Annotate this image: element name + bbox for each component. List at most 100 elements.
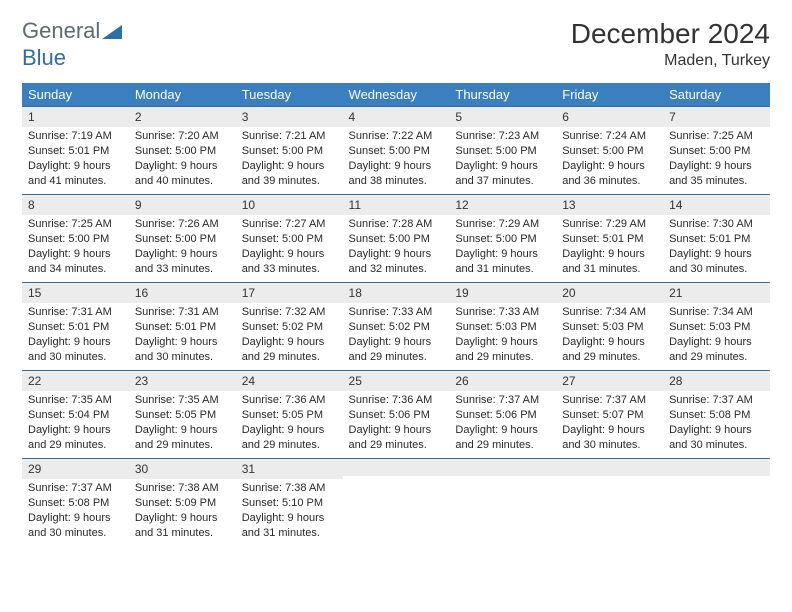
day-number: 3: [236, 106, 343, 127]
location-label: Maden, Turkey: [571, 52, 770, 70]
calendar-cell: 30Sunrise: 7:38 AMSunset: 5:09 PMDayligh…: [129, 458, 236, 546]
sunrise-text: Sunrise: 7:34 AM: [562, 305, 657, 320]
daylight-text: Daylight: 9 hours and 29 minutes.: [28, 423, 123, 453]
calendar-cell: 24Sunrise: 7:36 AMSunset: 5:05 PMDayligh…: [236, 370, 343, 458]
day-number: 28: [663, 370, 770, 391]
daylight-text: Daylight: 9 hours and 33 minutes.: [242, 247, 337, 277]
brand-word2: Blue: [22, 45, 66, 70]
brand-word1: General: [22, 18, 100, 43]
daylight-text: Daylight: 9 hours and 32 minutes.: [349, 247, 444, 277]
day-details: Sunrise: 7:36 AMSunset: 5:05 PMDaylight:…: [236, 391, 343, 456]
day-number: 9: [129, 194, 236, 215]
sunrise-text: Sunrise: 7:33 AM: [349, 305, 444, 320]
day-details: Sunrise: 7:33 AMSunset: 5:03 PMDaylight:…: [449, 303, 556, 368]
sunset-text: Sunset: 5:00 PM: [242, 232, 337, 247]
daylight-text: Daylight: 9 hours and 41 minutes.: [28, 159, 123, 189]
daylight-text: Daylight: 9 hours and 31 minutes.: [242, 511, 337, 541]
daylight-text: Daylight: 9 hours and 29 minutes.: [135, 423, 230, 453]
sunrise-text: Sunrise: 7:29 AM: [455, 217, 550, 232]
sunrise-text: Sunrise: 7:30 AM: [669, 217, 764, 232]
sunset-text: Sunset: 5:03 PM: [669, 320, 764, 335]
day-details: Sunrise: 7:23 AMSunset: 5:00 PMDaylight:…: [449, 127, 556, 192]
sunrise-text: Sunrise: 7:31 AM: [135, 305, 230, 320]
day-number: 23: [129, 370, 236, 391]
calendar-week-row: 8Sunrise: 7:25 AMSunset: 5:00 PMDaylight…: [22, 194, 770, 282]
daylight-text: Daylight: 9 hours and 30 minutes.: [669, 247, 764, 277]
sunset-text: Sunset: 5:05 PM: [135, 408, 230, 423]
weekday-header: Friday: [556, 83, 663, 106]
calendar-cell: 6Sunrise: 7:24 AMSunset: 5:00 PMDaylight…: [556, 106, 663, 194]
calendar-cell: [343, 458, 450, 546]
day-details: Sunrise: 7:19 AMSunset: 5:01 PMDaylight:…: [22, 127, 129, 192]
sunrise-text: Sunrise: 7:35 AM: [135, 393, 230, 408]
sunset-text: Sunset: 5:08 PM: [28, 496, 123, 511]
sunrise-text: Sunrise: 7:38 AM: [135, 481, 230, 496]
daylight-text: Daylight: 9 hours and 38 minutes.: [349, 159, 444, 189]
day-number: 31: [236, 458, 343, 479]
day-number: 15: [22, 282, 129, 303]
sunrise-text: Sunrise: 7:22 AM: [349, 129, 444, 144]
day-number: 14: [663, 194, 770, 215]
calendar-cell: 25Sunrise: 7:36 AMSunset: 5:06 PMDayligh…: [343, 370, 450, 458]
sunrise-text: Sunrise: 7:21 AM: [242, 129, 337, 144]
sunrise-text: Sunrise: 7:27 AM: [242, 217, 337, 232]
calendar-cell: 16Sunrise: 7:31 AMSunset: 5:01 PMDayligh…: [129, 282, 236, 370]
day-details: Sunrise: 7:27 AMSunset: 5:00 PMDaylight:…: [236, 215, 343, 280]
sunrise-text: Sunrise: 7:26 AM: [135, 217, 230, 232]
day-details: Sunrise: 7:38 AMSunset: 5:09 PMDaylight:…: [129, 479, 236, 544]
sunset-text: Sunset: 5:05 PM: [242, 408, 337, 423]
day-details: Sunrise: 7:26 AMSunset: 5:00 PMDaylight:…: [129, 215, 236, 280]
calendar-cell: 20Sunrise: 7:34 AMSunset: 5:03 PMDayligh…: [556, 282, 663, 370]
day-number: 18: [343, 282, 450, 303]
calendar-body: 1Sunrise: 7:19 AMSunset: 5:01 PMDaylight…: [22, 106, 770, 546]
sunset-text: Sunset: 5:00 PM: [28, 232, 123, 247]
sunset-text: Sunset: 5:02 PM: [349, 320, 444, 335]
sunset-text: Sunset: 5:00 PM: [135, 144, 230, 159]
day-details: Sunrise: 7:25 AMSunset: 5:00 PMDaylight:…: [663, 127, 770, 192]
day-details: Sunrise: 7:35 AMSunset: 5:05 PMDaylight:…: [129, 391, 236, 456]
sunset-text: Sunset: 5:03 PM: [562, 320, 657, 335]
day-details-empty: [663, 476, 770, 482]
daylight-text: Daylight: 9 hours and 29 minutes.: [349, 423, 444, 453]
sunrise-text: Sunrise: 7:31 AM: [28, 305, 123, 320]
daylight-text: Daylight: 9 hours and 35 minutes.: [669, 159, 764, 189]
day-number: 24: [236, 370, 343, 391]
day-details: Sunrise: 7:22 AMSunset: 5:00 PMDaylight:…: [343, 127, 450, 192]
sunrise-text: Sunrise: 7:25 AM: [669, 129, 764, 144]
sunset-text: Sunset: 5:10 PM: [242, 496, 337, 511]
daylight-text: Daylight: 9 hours and 29 minutes.: [242, 335, 337, 365]
sunrise-text: Sunrise: 7:35 AM: [28, 393, 123, 408]
weekday-header: Thursday: [449, 83, 556, 106]
calendar-cell: 9Sunrise: 7:26 AMSunset: 5:00 PMDaylight…: [129, 194, 236, 282]
day-details: Sunrise: 7:37 AMSunset: 5:08 PMDaylight:…: [663, 391, 770, 456]
daylight-text: Daylight: 9 hours and 29 minutes.: [455, 335, 550, 365]
day-details: Sunrise: 7:21 AMSunset: 5:00 PMDaylight:…: [236, 127, 343, 192]
day-number-empty: [449, 458, 556, 476]
calendar-cell: 4Sunrise: 7:22 AMSunset: 5:00 PMDaylight…: [343, 106, 450, 194]
calendar-cell: 3Sunrise: 7:21 AMSunset: 5:00 PMDaylight…: [236, 106, 343, 194]
daylight-text: Daylight: 9 hours and 29 minutes.: [455, 423, 550, 453]
day-number: 2: [129, 106, 236, 127]
calendar-cell: 26Sunrise: 7:37 AMSunset: 5:06 PMDayligh…: [449, 370, 556, 458]
day-number: 4: [343, 106, 450, 127]
day-details: Sunrise: 7:25 AMSunset: 5:00 PMDaylight:…: [22, 215, 129, 280]
day-number: 7: [663, 106, 770, 127]
brand-text: General Blue: [22, 18, 122, 71]
calendar-cell: 1Sunrise: 7:19 AMSunset: 5:01 PMDaylight…: [22, 106, 129, 194]
sunset-text: Sunset: 5:00 PM: [349, 232, 444, 247]
sunset-text: Sunset: 5:00 PM: [349, 144, 444, 159]
daylight-text: Daylight: 9 hours and 29 minutes.: [349, 335, 444, 365]
day-number: 11: [343, 194, 450, 215]
sunset-text: Sunset: 5:08 PM: [669, 408, 764, 423]
day-number-empty: [556, 458, 663, 476]
day-number-empty: [343, 458, 450, 476]
calendar-week-row: 29Sunrise: 7:37 AMSunset: 5:08 PMDayligh…: [22, 458, 770, 546]
calendar-cell: 14Sunrise: 7:30 AMSunset: 5:01 PMDayligh…: [663, 194, 770, 282]
calendar-cell: 23Sunrise: 7:35 AMSunset: 5:05 PMDayligh…: [129, 370, 236, 458]
weekday-header: Tuesday: [236, 83, 343, 106]
daylight-text: Daylight: 9 hours and 30 minutes.: [28, 335, 123, 365]
sunrise-text: Sunrise: 7:33 AM: [455, 305, 550, 320]
day-number: 6: [556, 106, 663, 127]
day-details: Sunrise: 7:28 AMSunset: 5:00 PMDaylight:…: [343, 215, 450, 280]
daylight-text: Daylight: 9 hours and 30 minutes.: [562, 423, 657, 453]
